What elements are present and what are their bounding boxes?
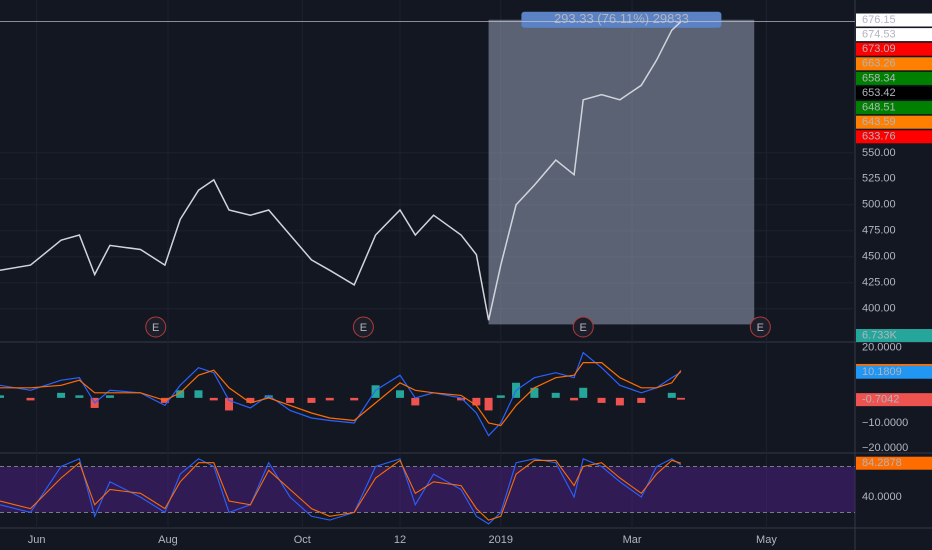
price-tag [856,42,932,56]
stochastic-band [0,466,855,513]
histogram-bar [637,397,646,403]
y-tick-label: −20.0000 [862,442,908,454]
price-tag [856,13,932,27]
histogram-bar [597,397,606,403]
histogram-bar [396,390,405,398]
y-tick-label: 525.00 [862,173,896,185]
price-tag [856,456,932,470]
price-tag [856,28,932,42]
x-tick-label: Mar [623,534,642,546]
price-tag-label: 648.51 [862,102,896,114]
earnings-label: E [757,322,764,334]
histogram-bar [225,397,234,411]
price-tag [856,115,932,129]
histogram-bar [551,392,560,398]
price-tag [856,365,932,379]
histogram-bar [371,385,380,398]
price-tag [856,101,932,115]
price-tag-label: 10.1809 [862,366,902,378]
price-line [0,21,682,321]
histogram-bar [75,395,84,398]
x-tick-label: May [756,534,777,546]
histogram-bar [0,395,4,398]
histogram-bar [457,397,466,401]
indicator-line [0,459,682,521]
histogram-bar [411,397,420,406]
histogram-bar [350,397,359,401]
price-tag [856,86,932,100]
histogram-bar [194,390,203,398]
y-tick-label: 400.00 [862,303,896,315]
histogram-bar [570,397,579,401]
indicator-line [0,362,682,427]
histogram-bar [325,397,334,401]
histogram-bar [667,392,676,398]
y-tick-label: −10.0000 [862,417,908,429]
x-tick-label: Oct [294,534,311,546]
price-tag-label: 663.26 [862,58,896,70]
x-tick-label: 12 [394,534,406,546]
histogram-bar [676,397,685,400]
histogram-bar [615,397,624,406]
price-tag-label: 84.2878 [862,457,902,469]
earnings-label: E [152,322,159,334]
y-tick-label: 20.0000 [862,341,902,353]
x-tick-label: Jun [28,534,46,546]
volume-tag [856,329,932,342]
price-tag-label: 658.34 [862,72,896,84]
histogram-bar [57,392,66,398]
measure-label-bg [521,11,722,28]
histogram-bar [307,397,316,403]
price-tag-label: 633.76 [862,131,896,143]
y-tick-label: 450.00 [862,251,896,263]
y-tick-label: 40.0000 [862,491,902,503]
histogram-bar [579,387,588,398]
y-tick-label: 550.00 [862,147,896,159]
earnings-marker [352,316,374,338]
earnings-marker [749,316,771,338]
price-tag [856,130,932,144]
price-tag-label: 653.42 [862,87,896,99]
price-tag-label: 673.09 [862,43,896,55]
y-tick-label: 425.00 [862,277,896,289]
measure-box [488,19,755,325]
earnings-label: E [360,322,367,334]
x-tick-label: 2019 [489,534,513,546]
histogram-bar [105,395,114,398]
price-tag-label: 676.15 [862,14,896,26]
histogram-bar [209,397,218,401]
x-tick-label: Aug [158,534,178,546]
earnings-marker [572,316,594,338]
histogram-bar [484,397,493,411]
price-tag [856,57,932,71]
price-tag-label: 643.59 [862,116,896,128]
price-tag-label: 674.53 [862,29,896,41]
y-tick-label: 475.00 [862,225,896,237]
measure-label: 293.33 (76.11%) 29833 [554,11,689,26]
histogram-bar [264,395,273,398]
histogram-bar [246,397,255,403]
histogram-bar [286,397,295,403]
histogram-bar [496,395,505,398]
histogram-bar [530,387,539,398]
earnings-marker [145,316,167,338]
price-tag [856,393,932,407]
histogram-bar [472,397,481,406]
volume-label: 6.733K [862,329,898,341]
price-tag [856,71,932,85]
histogram-bar [176,390,185,398]
y-tick-label: 500.00 [862,199,896,211]
price-tag-label: -0.7042 [862,394,899,406]
indicator-line [0,458,682,525]
earnings-label: E [580,322,587,334]
histogram-bar [26,397,35,401]
